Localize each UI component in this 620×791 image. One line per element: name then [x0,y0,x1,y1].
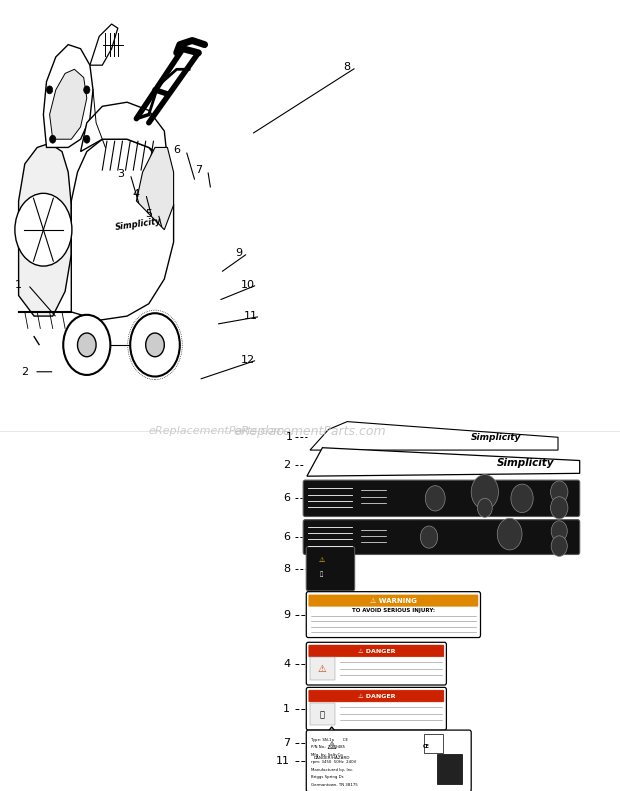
Circle shape [477,498,492,517]
FancyBboxPatch shape [309,690,444,702]
Text: 6: 6 [283,494,290,503]
FancyBboxPatch shape [303,520,580,554]
Circle shape [46,86,53,94]
FancyBboxPatch shape [306,547,355,591]
Bar [437,754,462,784]
FancyBboxPatch shape [306,687,446,730]
Circle shape [551,536,567,556]
Text: eReplacementParts.com: eReplacementParts.com [234,425,386,437]
Polygon shape [19,143,71,316]
Text: Manufactured by, Inc.: Manufactured by, Inc. [311,767,353,772]
Circle shape [63,315,110,375]
Circle shape [551,481,568,503]
FancyBboxPatch shape [303,480,580,517]
Circle shape [50,135,56,143]
Text: 5: 5 [145,209,153,218]
Text: 8: 8 [343,62,351,72]
Circle shape [511,484,533,513]
Text: 4: 4 [133,189,140,199]
Circle shape [84,86,90,94]
Text: DANGER/HAZARD: DANGER/HAZARD [314,756,350,760]
Text: ✋: ✋ [320,710,325,719]
Text: 7: 7 [283,738,290,747]
Text: Simplicity: Simplicity [497,458,554,468]
Text: 6: 6 [173,146,180,155]
Circle shape [15,193,72,266]
Circle shape [425,486,445,511]
Text: ⚠: ⚠ [318,664,327,675]
Circle shape [78,333,96,357]
Text: Mfg. by: SaltyCo: Mfg. by: SaltyCo [311,752,342,757]
Text: 9: 9 [235,248,242,258]
Text: 1: 1 [15,280,22,290]
Text: 🚫: 🚫 [320,572,323,577]
Polygon shape [43,44,93,147]
Text: P/N No.: 7059485: P/N No.: 7059485 [311,745,345,749]
Text: 6: 6 [283,532,290,542]
Text: ⚠ DANGER: ⚠ DANGER [358,649,395,653]
Text: 1: 1 [283,704,290,713]
FancyBboxPatch shape [309,595,478,607]
Text: Briggs Spring Dr.: Briggs Spring Dr. [311,775,343,779]
Text: 4: 4 [283,659,290,668]
Text: 2: 2 [21,367,29,377]
Text: 12: 12 [241,355,255,365]
Text: eReplacementParts.com: eReplacementParts.com [149,426,285,436]
Text: 10: 10 [241,280,255,290]
Circle shape [471,475,498,509]
Text: 7: 7 [195,165,202,175]
Text: Type: SN-1a       CE: Type: SN-1a CE [311,737,348,742]
Circle shape [146,333,164,357]
Circle shape [497,518,522,550]
Text: ⚠: ⚠ [319,557,325,563]
Polygon shape [81,102,167,160]
Text: Simplicity: Simplicity [115,216,162,232]
Text: ⚠ WARNING: ⚠ WARNING [370,598,417,604]
Polygon shape [307,448,580,476]
Bar [310,657,335,680]
FancyBboxPatch shape [423,734,443,753]
Polygon shape [136,147,174,229]
Text: ⚠ DANGER: ⚠ DANGER [358,694,395,698]
Text: 1: 1 [286,432,293,442]
Text: 2: 2 [283,460,290,470]
FancyBboxPatch shape [306,642,446,685]
Text: 11: 11 [276,756,290,766]
Text: Simplicity: Simplicity [471,433,521,441]
Polygon shape [308,727,356,759]
Circle shape [130,313,180,377]
Circle shape [551,520,567,541]
Circle shape [551,497,568,519]
Text: 11: 11 [244,312,258,321]
Text: ⚠: ⚠ [327,741,337,751]
Text: 8: 8 [283,564,290,573]
Text: TO AVOID SERIOUS INJURY:: TO AVOID SERIOUS INJURY: [352,608,435,613]
Polygon shape [310,422,558,450]
Circle shape [84,135,90,143]
Text: 9: 9 [283,610,290,619]
Polygon shape [90,24,118,65]
FancyBboxPatch shape [309,645,444,657]
Text: rpm: 3450  50Hz  240V: rpm: 3450 50Hz 240V [311,760,356,764]
Polygon shape [50,70,87,139]
FancyBboxPatch shape [306,592,480,638]
Text: CE: CE [423,744,430,748]
FancyBboxPatch shape [306,730,471,791]
Circle shape [420,526,438,548]
Bar [310,702,335,725]
Polygon shape [71,139,174,320]
Text: Germantown, TN 38175: Germantown, TN 38175 [311,782,357,787]
Text: 3: 3 [117,169,125,179]
